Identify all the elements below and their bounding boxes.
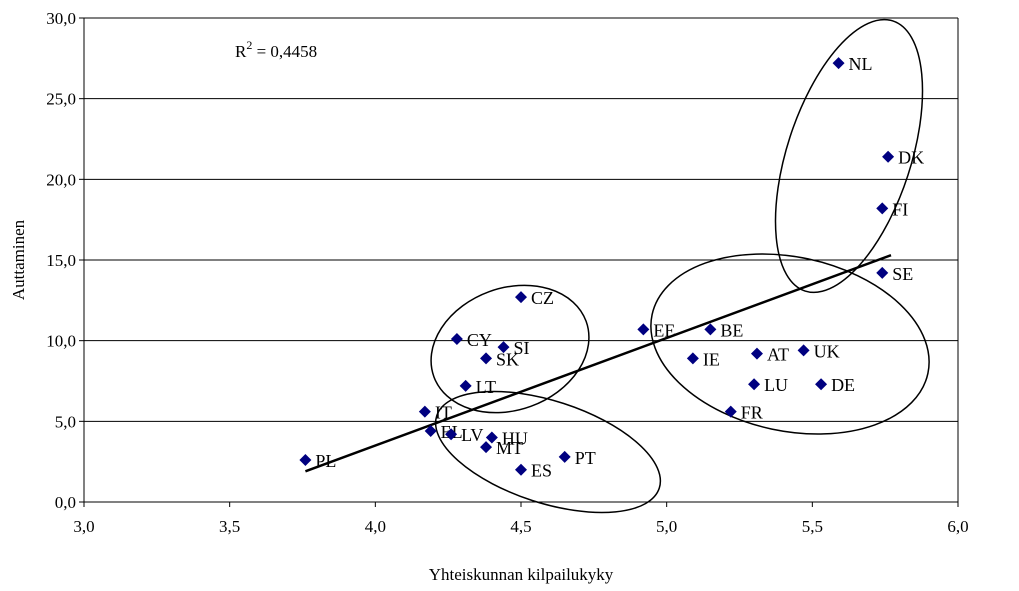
point-label-de: DE [831, 375, 855, 395]
data-point-es [515, 463, 527, 476]
data-point-fi [876, 202, 889, 215]
cluster-ellipses [430, 18, 930, 514]
data-point-sk [480, 352, 493, 365]
data-point-cz [515, 291, 527, 304]
r2-base: R [235, 42, 247, 61]
data-point-lv [445, 428, 458, 441]
axes: 0,05,010,015,020,025,030,03,0 3,5 4,0 4,5 5,… [46, 9, 968, 536]
data-point-at [750, 347, 763, 360]
y-axis-title: Auttaminen [9, 219, 28, 300]
y-tick-label: 25,0 [46, 90, 76, 109]
point-label-es: ES [531, 461, 552, 481]
data-point-mt [480, 441, 493, 454]
point-label-se: SE [892, 264, 913, 284]
y-tick-label: 0,0 [55, 493, 76, 512]
y-tick-label: 30,0 [46, 9, 76, 28]
data-point-pl [299, 454, 312, 467]
data-point-si [497, 341, 510, 354]
cluster-ellipse [430, 284, 590, 414]
point-label-lv: LV [461, 425, 483, 445]
point-label-lt: LT [476, 377, 496, 397]
y-tick-label: 15,0 [46, 251, 76, 270]
point-label-sk: SK [496, 349, 519, 369]
data-point-uk [797, 344, 810, 357]
x-tick-label: 4,0 [365, 517, 386, 536]
data-point-hu [485, 431, 498, 444]
cluster-ellipse [774, 18, 924, 294]
point-label-uk: UK [814, 341, 840, 361]
data-point-ee [637, 323, 650, 336]
data-point-be [704, 323, 717, 336]
data-point-se [876, 266, 889, 279]
point-label-dk: DK [898, 148, 924, 168]
point-label-mt: MT [496, 438, 523, 458]
data-point-dk [882, 150, 895, 163]
data-point-ie [686, 352, 699, 365]
x-tick-label: 4,5 [510, 517, 531, 536]
r-squared-annotation: R2 = 0,4458 [235, 38, 317, 61]
point-label-cz: CZ [531, 288, 554, 308]
trendline-path [304, 253, 892, 473]
point-label-at: AT [767, 345, 789, 365]
y-tick-label: 10,0 [46, 332, 76, 351]
point-label-hu: HU [502, 428, 528, 448]
r2-value: = 0,4458 [252, 42, 317, 61]
data-point-lu [748, 378, 761, 391]
x-tick-label: 6,0 [947, 517, 968, 536]
gridlines [84, 17, 958, 503]
point-label-fi: FI [892, 199, 908, 219]
cluster-ellipse [434, 390, 662, 514]
x-tick-label: 5,0 [656, 517, 677, 536]
point-label-ie: IE [703, 349, 720, 369]
point-label-pt: PT [575, 448, 596, 468]
point-label-cy: CY [467, 330, 492, 350]
data-point-fr [724, 405, 737, 418]
point-label-nl: NL [849, 54, 873, 74]
data-point-pt [558, 450, 571, 463]
r2-superscript: 2 [246, 38, 252, 52]
cluster-ellipse [650, 253, 930, 435]
data-point-lt [459, 379, 472, 392]
data-point-nl [832, 57, 845, 70]
trendline [304, 253, 892, 473]
y-tick-label: 20,0 [46, 170, 76, 189]
x-axis-title: Yhteiskunnan kilpailukyky [429, 565, 614, 584]
data-point-de [815, 378, 828, 391]
data-point-cy [450, 333, 463, 346]
x-tick-label: 5,5 [802, 517, 823, 536]
x-tick-label: 3,5 [219, 517, 240, 536]
point-label-si: SI [514, 338, 530, 358]
point-label-it: IT [435, 403, 452, 423]
data-point-it [418, 405, 431, 418]
x-tick-label: 3,0 [73, 517, 94, 536]
data-points: NLDKFISECZEEBECYSISKIEATUKLTLUDEITFRELLV… [299, 54, 924, 481]
y-tick-label: 5,0 [55, 412, 76, 431]
point-label-be: BE [720, 320, 743, 340]
point-label-pl: PL [315, 451, 336, 471]
point-label-fr: FR [741, 403, 763, 423]
point-label-ee: EE [653, 320, 675, 340]
data-point-el [424, 425, 437, 438]
point-label-lu: LU [764, 375, 788, 395]
